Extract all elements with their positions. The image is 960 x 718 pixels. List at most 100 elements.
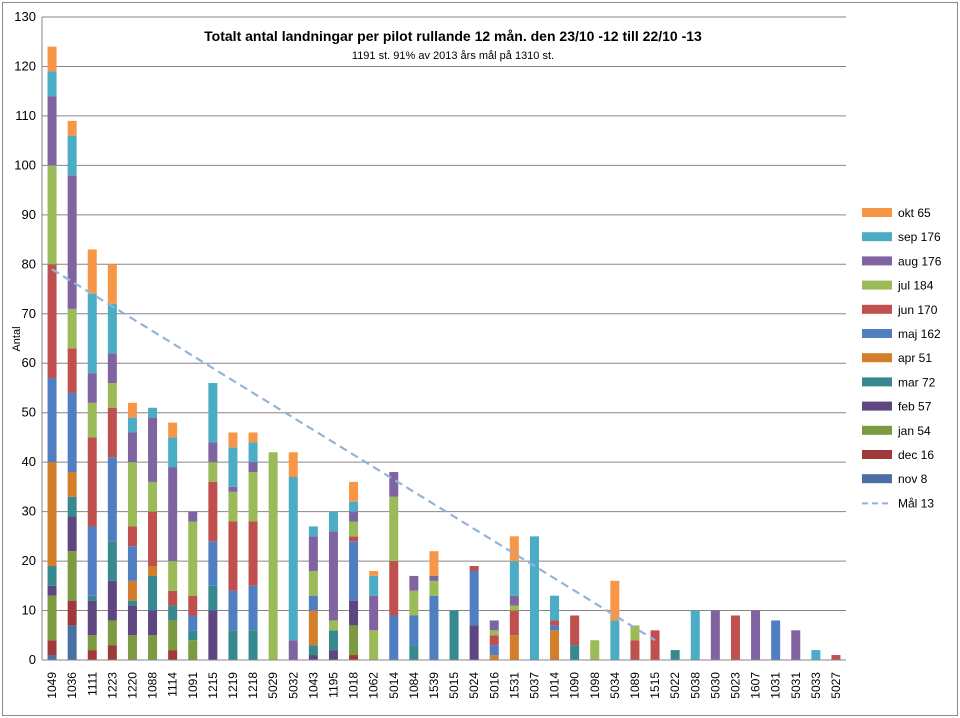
bar-segment xyxy=(168,590,178,606)
bar-segment xyxy=(509,561,519,596)
legend-swatch xyxy=(862,208,892,217)
bar-segment xyxy=(389,615,399,660)
bar-segment xyxy=(670,650,680,660)
bar-segment xyxy=(228,630,238,660)
x-tick-label: 1098 xyxy=(588,672,602,699)
y-axis-label: Antal xyxy=(11,326,23,351)
bar-segment xyxy=(67,600,77,626)
bar-segment xyxy=(369,570,379,576)
bar-segment xyxy=(107,303,117,354)
bar-segment xyxy=(208,585,218,611)
grid-lines xyxy=(42,16,846,612)
bar-segment xyxy=(429,575,439,581)
bar-segment xyxy=(630,640,640,660)
legend-label: apr 51 xyxy=(898,351,932,365)
x-tick-label: 1195 xyxy=(326,672,340,698)
legend-swatch xyxy=(862,280,892,290)
bar-stacks xyxy=(47,46,841,660)
bar-segment xyxy=(127,580,137,601)
bar-segment xyxy=(47,264,57,379)
bar-segment xyxy=(87,293,97,374)
bar-segment xyxy=(248,630,258,660)
x-tick-label: 1218 xyxy=(246,672,260,699)
bar-segment xyxy=(389,496,399,562)
legend-label-goal: Mål 13 xyxy=(898,496,934,510)
y-tick-label: 10 xyxy=(22,603,36,618)
y-tick-label: 120 xyxy=(14,58,36,73)
bar-segment xyxy=(409,575,419,591)
legend-label: jan 54 xyxy=(897,424,931,438)
bar-segment xyxy=(208,462,218,482)
bar-segment xyxy=(831,655,841,660)
bar-segment xyxy=(389,472,399,497)
x-tick-label: 5034 xyxy=(608,672,622,699)
bar-segment xyxy=(47,640,57,656)
y-tick-label: 80 xyxy=(22,256,36,271)
y-tick-label: 110 xyxy=(15,108,36,123)
y-tick-label: 70 xyxy=(22,306,36,321)
x-tick-label: 5015 xyxy=(447,672,461,699)
bar-segment xyxy=(489,645,499,656)
bar-segment xyxy=(469,625,479,660)
y-tick-label: 0 xyxy=(29,652,36,667)
y-tick-label: 60 xyxy=(22,355,36,370)
x-tick-label: 1531 xyxy=(507,672,521,699)
bar-segment xyxy=(710,610,720,660)
bar-segment xyxy=(349,481,359,502)
x-tick-label: 1014 xyxy=(548,672,562,699)
bar-segment xyxy=(409,590,419,616)
y-tick-label: 130 xyxy=(14,9,36,24)
bar-segment xyxy=(248,442,258,463)
bar-segment xyxy=(208,541,218,586)
bar-segment xyxy=(107,353,117,384)
bar-segment xyxy=(328,650,338,660)
x-tick-label: 5022 xyxy=(668,672,682,699)
bar-segment xyxy=(248,472,258,522)
bar-segment xyxy=(47,462,57,567)
x-tick-label: 1220 xyxy=(125,672,139,699)
x-tick-label: 1539 xyxy=(427,672,441,699)
bar-segment xyxy=(188,640,198,660)
x-tick-label: 1111 xyxy=(85,672,99,696)
bar-segment xyxy=(107,457,117,542)
bar-segment xyxy=(107,541,117,581)
bar-segment xyxy=(570,645,580,660)
bar-segment xyxy=(67,516,77,552)
bar-segment xyxy=(429,595,439,660)
bar-segment xyxy=(168,561,178,591)
x-tick-label: 5032 xyxy=(286,672,300,699)
bar-segment xyxy=(730,615,740,660)
bar-segment xyxy=(228,521,238,591)
y-tick-label: 30 xyxy=(22,504,36,519)
bar-segment xyxy=(148,575,158,611)
bar-segment xyxy=(87,650,97,660)
bar-segment xyxy=(87,526,97,596)
x-tick-label: 1090 xyxy=(568,672,582,699)
bar-segment xyxy=(369,575,379,596)
bar-segment xyxy=(509,610,519,636)
bar-segment xyxy=(489,655,499,660)
legend-swatch xyxy=(862,256,892,266)
bar-segment xyxy=(127,462,137,527)
bar-segment xyxy=(148,511,158,567)
x-tick-label: 5014 xyxy=(387,672,401,699)
bar-segment xyxy=(429,551,439,576)
bar-segment xyxy=(449,610,459,660)
bar-segment xyxy=(469,570,479,626)
goal-line-path xyxy=(51,268,656,642)
bar-segment xyxy=(509,536,519,562)
legend-swatch xyxy=(862,232,892,242)
bar-segment xyxy=(771,620,781,660)
bar-segment xyxy=(107,645,117,660)
bar-segment xyxy=(308,610,318,646)
bar-segment xyxy=(550,620,560,626)
legend-label: jul 184 xyxy=(897,279,934,293)
bar-segment xyxy=(67,308,77,349)
bar-segment xyxy=(328,531,338,621)
bar-segment xyxy=(127,546,137,581)
bar-segment xyxy=(168,467,178,562)
bar-segment xyxy=(328,511,338,532)
bar-segment xyxy=(208,383,218,443)
bar-segment xyxy=(630,625,640,641)
